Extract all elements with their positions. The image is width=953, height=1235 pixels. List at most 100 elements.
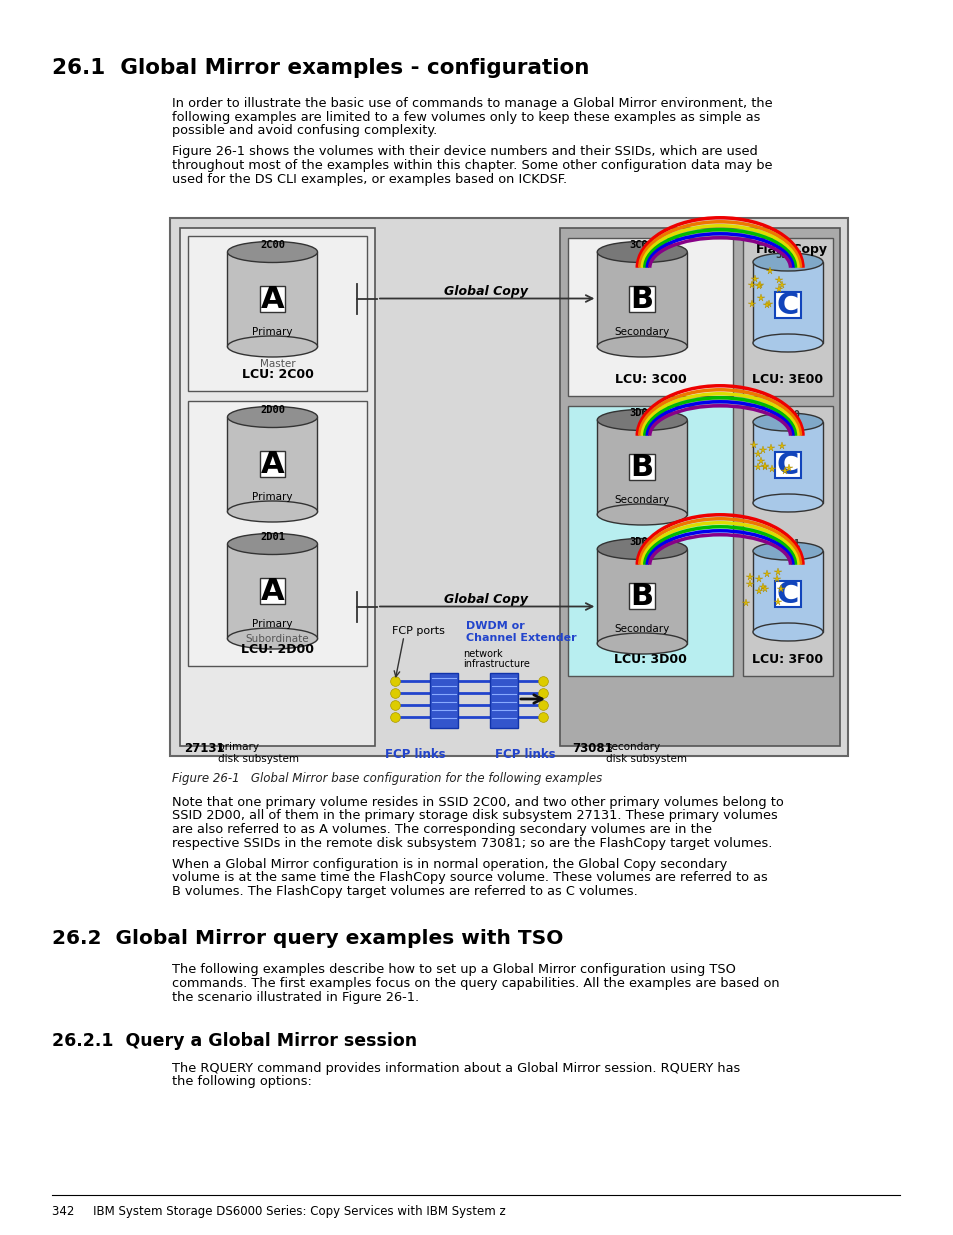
Text: FCP ports: FCP ports (392, 626, 444, 636)
Text: Primary: Primary (252, 619, 293, 629)
Ellipse shape (597, 634, 686, 655)
Text: 2D01: 2D01 (260, 532, 285, 542)
Text: A: A (260, 450, 284, 479)
Text: The RQUERY command provides information about a Global Mirror session. RQUERY ha: The RQUERY command provides information … (172, 1062, 740, 1074)
Bar (567, 238, 732, 396)
Text: Figure 26-1   Global Mirror base configuration for the following examples: Figure 26-1 Global Mirror base configura… (172, 772, 601, 785)
Text: commands. The first examples focus on the query capabilities. All the examples a: commands. The first examples focus on th… (172, 977, 779, 990)
Bar (188, 236, 367, 391)
Ellipse shape (752, 253, 822, 270)
Text: 2C00: 2C00 (260, 240, 285, 249)
Ellipse shape (597, 336, 686, 357)
Text: Secondary: Secondary (614, 495, 669, 505)
Text: Primary: Primary (252, 492, 293, 501)
Text: 27131: 27131 (184, 742, 224, 755)
Text: 3D00: 3D00 (629, 408, 654, 417)
Text: 342     IBM System Storage DS6000 Series: Copy Services with IBM System z: 342 IBM System Storage DS6000 Series: Co… (52, 1205, 505, 1218)
Text: are also referred to as A volumes. The corresponding secondary volumes are in th: are also referred to as A volumes. The c… (172, 823, 711, 836)
Text: When a Global Mirror configuration is in normal operation, the Global Copy secon: When a Global Mirror configuration is in… (172, 858, 726, 871)
Text: B: B (630, 453, 653, 482)
Text: disk subsystem: disk subsystem (218, 755, 298, 764)
Ellipse shape (752, 494, 822, 513)
Text: DWDM or: DWDM or (465, 621, 524, 631)
Text: 26.2  Global Mirror query examples with TSO: 26.2 Global Mirror query examples with T… (52, 929, 563, 947)
Text: primary: primary (218, 742, 258, 752)
Text: B: B (630, 582, 653, 611)
Ellipse shape (752, 542, 822, 559)
Text: LCU: 2C00: LCU: 2C00 (241, 368, 314, 382)
Ellipse shape (227, 242, 317, 263)
Bar (188, 401, 367, 666)
Text: Channel Extender: Channel Extender (465, 634, 576, 643)
Text: 3D01: 3D01 (629, 537, 654, 547)
Text: Global Copy: Global Copy (444, 284, 528, 298)
Ellipse shape (227, 629, 317, 650)
Ellipse shape (227, 406, 317, 427)
Text: FlashCopy: FlashCopy (755, 243, 827, 256)
Text: LCU: 3F00: LCU: 3F00 (752, 653, 822, 666)
Text: In order to illustrate the basic use of commands to manage a Global Mirror envir: In order to illustrate the basic use of … (172, 98, 772, 110)
Text: following examples are limited to a few volumes only to keep these examples as s: following examples are limited to a few … (172, 110, 760, 124)
Text: The following examples describe how to set up a Global Mirror configuration usin: The following examples describe how to s… (172, 963, 735, 977)
Bar (259, 287, 285, 312)
Text: Figure 26-1 shows the volumes with their device numbers and their SSIDs, which a: Figure 26-1 shows the volumes with their… (172, 146, 757, 158)
Bar (597, 420, 686, 515)
Text: SSID 2D00, all of them in the primary storage disk subsystem 27131. These primar: SSID 2D00, all of them in the primary st… (172, 809, 777, 823)
Bar (490, 673, 517, 727)
Text: FCP links: FCP links (495, 748, 555, 761)
Text: LCU: 2D00: LCU: 2D00 (241, 643, 314, 656)
Ellipse shape (752, 333, 822, 352)
Text: 2D00: 2D00 (260, 405, 285, 415)
Bar (227, 417, 317, 511)
Text: volume is at the same time the FlashCopy source volume. These volumes are referr: volume is at the same time the FlashCopy… (172, 872, 767, 884)
Text: C: C (776, 290, 799, 320)
Text: Primary: Primary (252, 327, 293, 337)
Bar (597, 252, 686, 347)
Bar (752, 422, 822, 503)
Ellipse shape (752, 622, 822, 641)
Text: Secondary: Secondary (614, 327, 669, 337)
Bar (259, 578, 285, 604)
Text: B: B (630, 285, 653, 314)
Bar (430, 673, 457, 727)
Ellipse shape (597, 242, 686, 263)
Bar (775, 582, 800, 608)
Text: 26.2.1  Query a Global Mirror session: 26.2.1 Query a Global Mirror session (52, 1032, 416, 1050)
Text: 3F00: 3F00 (775, 410, 800, 420)
Text: secondary: secondary (605, 742, 659, 752)
Text: 3E00: 3E00 (775, 249, 800, 261)
Text: 3F01: 3F01 (775, 538, 800, 550)
Bar (567, 406, 732, 676)
Text: disk subsystem: disk subsystem (605, 755, 686, 764)
Bar (752, 551, 822, 632)
Text: 3C00: 3C00 (629, 240, 654, 249)
Bar (259, 451, 285, 477)
Text: LCU: 3E00: LCU: 3E00 (752, 373, 822, 387)
Ellipse shape (597, 538, 686, 559)
Bar (752, 262, 822, 343)
Text: used for the DS CLI examples, or examples based on ICKDSF.: used for the DS CLI examples, or example… (172, 173, 566, 185)
Text: LCU: 3C00: LCU: 3C00 (614, 373, 685, 387)
Bar (629, 454, 655, 480)
Ellipse shape (227, 534, 317, 555)
Bar (775, 293, 800, 319)
Text: Note that one primary volume resides in SSID 2C00, and two other primary volumes: Note that one primary volume resides in … (172, 797, 783, 809)
Bar (742, 238, 832, 396)
Text: Global Copy: Global Copy (444, 593, 528, 605)
Text: Secondary: Secondary (614, 624, 669, 634)
Ellipse shape (227, 336, 317, 357)
Text: Master: Master (259, 359, 295, 369)
Bar (170, 219, 847, 756)
Text: the scenario illustrated in Figure 26-1.: the scenario illustrated in Figure 26-1. (172, 990, 418, 1004)
Text: 73081: 73081 (572, 742, 612, 755)
Text: 26.1  Global Mirror examples - configuration: 26.1 Global Mirror examples - configurat… (52, 58, 589, 78)
Text: A: A (260, 577, 284, 605)
Text: infrastructure: infrastructure (462, 659, 529, 669)
Ellipse shape (227, 501, 317, 522)
Text: Subordinate: Subordinate (246, 634, 309, 643)
Text: LCU: 3D00: LCU: 3D00 (614, 653, 686, 666)
Text: C: C (776, 451, 799, 479)
Bar (629, 287, 655, 312)
Text: C: C (776, 579, 799, 609)
Bar (227, 252, 317, 347)
